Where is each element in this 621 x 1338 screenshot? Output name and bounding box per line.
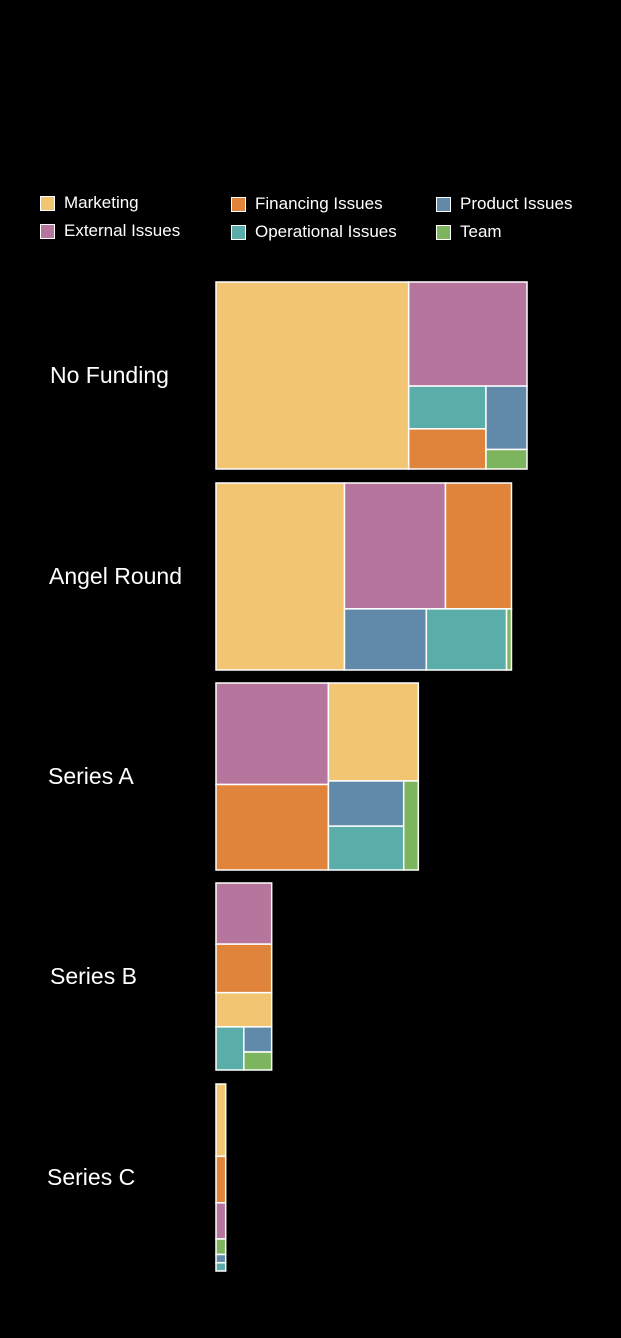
- treemap-cell-financing-issues: [407, 428, 487, 470]
- row-label: Angel Round: [49, 562, 182, 589]
- treemap-cell-marketing: [215, 991, 273, 1028]
- treemap-cell-product-issues: [485, 385, 528, 451]
- legend-label: Operational Issues: [255, 222, 397, 241]
- legend-label: External Issues: [64, 221, 181, 240]
- legend-item: Team: [436, 222, 502, 242]
- treemap-cell-financing-issues: [444, 482, 513, 610]
- row-label: Series C: [47, 1163, 136, 1190]
- treemap-cell-team: [402, 780, 420, 871]
- legend-swatch: [436, 224, 451, 240]
- legend-label: Team: [460, 222, 502, 241]
- treemap-cell-team: [215, 1238, 227, 1256]
- legend-item: Operational Issues: [231, 222, 397, 242]
- treemap-cell-external-issues: [215, 682, 330, 786]
- treemap-cell-product-issues: [215, 1253, 227, 1264]
- treemap-row: [215, 281, 528, 470]
- treemap-cell-external-issues: [407, 281, 528, 387]
- treemap-cell-team: [505, 608, 513, 671]
- treemap-cell-marketing: [215, 281, 410, 470]
- treemap-cell-operational-issues: [425, 608, 508, 671]
- legend-swatch: [231, 224, 246, 240]
- treemap-row: [215, 1083, 227, 1272]
- legend-item: Product Issues: [436, 194, 572, 214]
- treemap-cell-product-issues: [327, 780, 405, 827]
- legend-label: Financing Issues: [255, 194, 383, 213]
- legend-item: External Issues: [40, 221, 180, 241]
- treemap-cell-product-issues: [243, 1026, 273, 1053]
- treemap-cell-marketing: [215, 1083, 227, 1158]
- treemap-cell-product-issues: [343, 608, 428, 671]
- treemap-cell-operational-issues: [215, 1261, 227, 1272]
- treemap-cell-operational-issues: [407, 385, 487, 430]
- treemap-row: [215, 882, 273, 1071]
- legend-item: Marketing: [40, 193, 139, 213]
- treemap-cell-operational-issues: [327, 825, 405, 871]
- legend-swatch: [40, 223, 55, 239]
- treemap-cell-external-issues: [215, 882, 273, 945]
- legend-swatch: [231, 196, 246, 212]
- treemap-cell-financing-issues: [215, 943, 273, 994]
- legend: Marketing External Issues Financing Issues…: [0, 0, 621, 260]
- row-label: Series B: [50, 962, 137, 989]
- treemap-cell-marketing: [215, 482, 346, 671]
- treemap-cell-financing-issues: [215, 783, 330, 871]
- treemap-cell-team: [243, 1051, 273, 1071]
- legend-label: Marketing: [64, 193, 139, 212]
- legend-item: Financing Issues: [231, 194, 383, 214]
- treemap-cell-team: [485, 448, 528, 470]
- treemap-cell-external-issues: [215, 1202, 227, 1240]
- legend-swatch: [40, 195, 55, 211]
- treemap-cell-financing-issues: [215, 1155, 227, 1204]
- treemap-cell-operational-issues: [215, 1026, 245, 1071]
- legend-swatch: [436, 196, 451, 212]
- row-label: Series A: [48, 762, 134, 789]
- legend-label: Product Issues: [460, 194, 573, 213]
- row-label: No Funding: [50, 361, 169, 388]
- treemap-cell-marketing: [327, 682, 420, 782]
- treemap-cell-external-issues: [343, 482, 447, 610]
- treemap-row: [215, 482, 513, 671]
- treemap-row: [215, 682, 420, 871]
